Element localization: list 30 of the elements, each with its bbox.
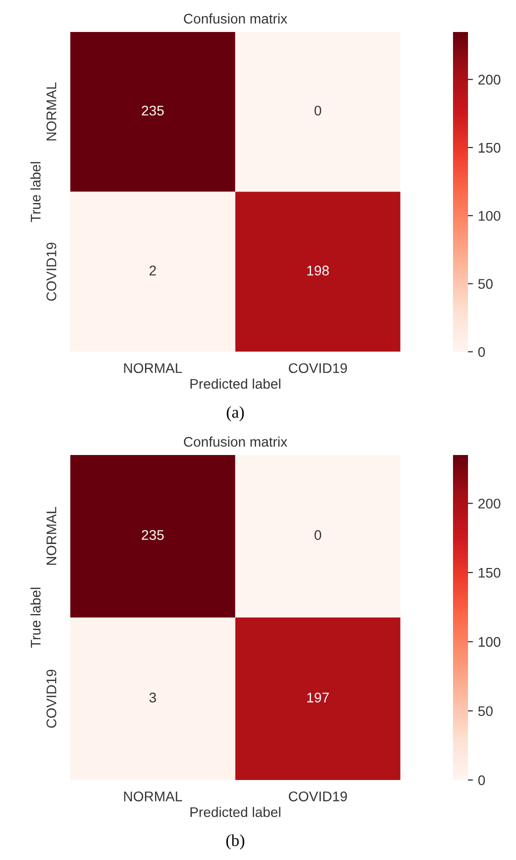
x-axis-title: Predicted label — [190, 806, 280, 818]
data-label: 235 — [142, 530, 164, 540]
color-bar-label: 200 — [478, 498, 500, 509]
color-bar-label: 0 — [478, 347, 485, 357]
data-label: 0 — [314, 106, 322, 116]
y-tick-label: NORMAL — [46, 506, 56, 565]
text: (a) — [226, 406, 244, 422]
text: (b) — [226, 834, 244, 850]
y-tick-label: NORMAL — [46, 82, 56, 140]
y-tick-label: COVID19 — [46, 242, 56, 301]
data-label: 3 — [149, 692, 156, 702]
chart-title: Confusion matrix — [184, 436, 288, 447]
color-bar-label: 100 — [478, 637, 500, 647]
color-bar-label: 150 — [478, 568, 500, 578]
data-label: 2 — [150, 266, 156, 276]
color-bar-label: 0 — [478, 775, 485, 786]
y-tick-label: COVID19 — [46, 670, 56, 728]
color-bar-label: 200 — [478, 74, 500, 85]
data-label: 197 — [307, 692, 329, 702]
data-label: 0 — [314, 530, 322, 540]
y-axis-title: True label — [30, 588, 41, 648]
data-label: 235 — [142, 106, 164, 116]
y-axis-title: True label — [30, 162, 41, 222]
x-axis-title: Predicted label — [190, 378, 280, 389]
color-bar-label: 150 — [478, 142, 500, 153]
chart-title: Confusion matrix — [184, 13, 288, 24]
data-label: 198 — [307, 266, 329, 276]
color-bar-label: 50 — [478, 279, 493, 289]
color-bar-label: 50 — [478, 706, 493, 716]
color-bar-label: 100 — [478, 210, 500, 221]
